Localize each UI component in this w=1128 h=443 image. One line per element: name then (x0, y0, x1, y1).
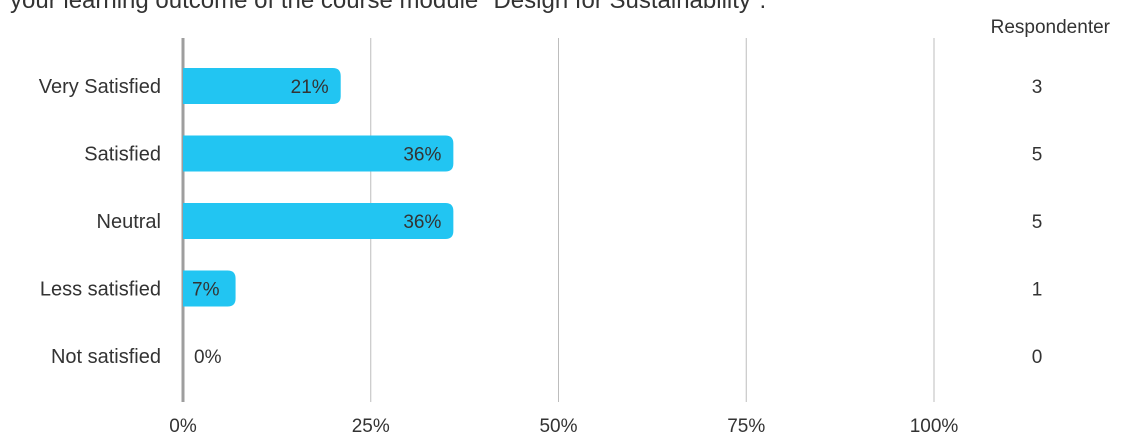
x-tick-label: 50% (539, 416, 577, 437)
bar-value-label: 7% (192, 280, 220, 301)
bar-value-label: 36% (403, 212, 441, 233)
bar (183, 203, 454, 239)
respondent-count: 1 (1032, 280, 1043, 301)
bars: 21% 36% 36% 7% 0% (183, 68, 454, 368)
category-label: Very Satisfied (39, 76, 161, 98)
category-label: Neutral (97, 211, 161, 233)
bar (183, 270, 236, 307)
category-label: Less satisfied (40, 279, 161, 301)
x-tick-label: 0% (169, 416, 197, 437)
category-label: Satisfied (84, 144, 161, 166)
x-tick-label: 75% (727, 416, 765, 437)
bar (183, 135, 454, 172)
bar-value-label: 36% (403, 145, 441, 166)
x-tick-label: 25% (352, 416, 390, 437)
respondent-count: 0 (1032, 347, 1043, 368)
respondent-count: 5 (1032, 145, 1043, 166)
chart-title: your learning outcome of the course modu… (10, 0, 766, 14)
respondent-count: 5 (1032, 212, 1043, 233)
respondents-header: Respondenter (991, 17, 1111, 38)
respondent-counts: 3 5 5 1 0 (1032, 77, 1043, 368)
respondent-count: 3 (1032, 77, 1043, 98)
x-axis-tick-labels: 0% 25% 50% 75% 100% (169, 416, 958, 437)
category-labels: Very Satisfied Satisfied Neutral Less satis… (39, 76, 161, 368)
category-label: Not satisfied (51, 346, 161, 368)
bar-value-label: 21% (291, 77, 329, 98)
bar (183, 68, 341, 104)
bar-value-label: 0% (194, 347, 222, 368)
x-tick-label: 100% (910, 416, 959, 437)
